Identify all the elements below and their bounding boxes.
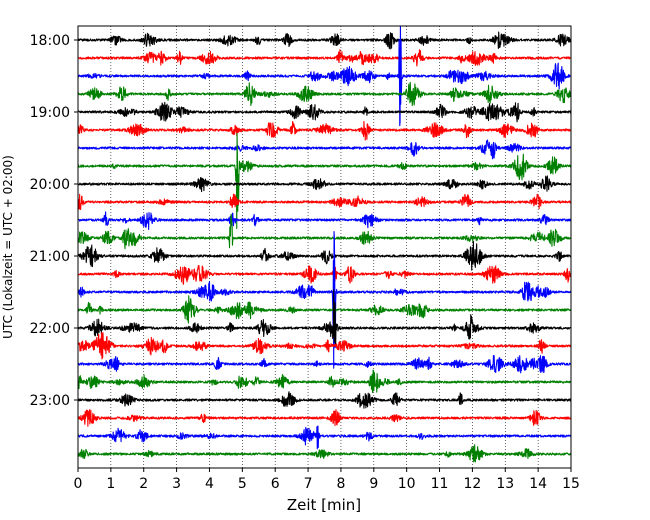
y-tick-label: 20:00 xyxy=(30,177,70,193)
y-axis-ticks: 18:00 19:00 20:00 21:00 22:00 23:00 xyxy=(30,33,78,409)
seismic-trace xyxy=(78,332,571,360)
x-tick-label: 4 xyxy=(205,476,214,492)
y-tick-label: 18:00 xyxy=(30,33,70,49)
seismic-trace xyxy=(78,230,571,369)
x-tick-label: 14 xyxy=(529,476,547,492)
seismic-trace xyxy=(78,193,571,211)
x-axis-label: Zeit [min] xyxy=(287,496,361,514)
x-tick-label: 1 xyxy=(106,476,115,492)
seismic-trace xyxy=(78,409,571,427)
x-tick-label: 5 xyxy=(238,476,247,492)
seismic-trace xyxy=(78,101,571,123)
y-tick-label: 22:00 xyxy=(30,321,70,337)
x-tick-label: 6 xyxy=(271,476,280,492)
seismic-trace xyxy=(78,26,571,127)
x-tick-label: 9 xyxy=(369,476,378,492)
seismic-trace xyxy=(78,240,571,271)
plot-frame xyxy=(77,25,572,469)
x-tick-label: 11 xyxy=(431,476,449,492)
x-tick-label: 0 xyxy=(74,476,83,492)
seismic-trace xyxy=(78,289,571,347)
x-tick-label: 10 xyxy=(398,476,416,492)
x-tick-label: 15 xyxy=(562,476,580,492)
x-axis-ticks: 0 1 2 3 4 5 6 7 8 9 10 11 12 13 14 15 xyxy=(74,468,580,492)
grid-lines xyxy=(110,26,539,468)
x-tick-label: 7 xyxy=(304,476,313,492)
seismic-trace xyxy=(78,211,571,231)
y-tick-label: 19:00 xyxy=(30,105,70,121)
y-tick-label: 21:00 xyxy=(30,249,70,265)
seismic-trace xyxy=(78,425,571,450)
seismic-trace xyxy=(78,31,571,50)
x-tick-label: 12 xyxy=(463,476,481,492)
seismic-trace xyxy=(78,139,571,160)
seismic-trace xyxy=(78,369,571,394)
seismic-trace xyxy=(78,264,571,285)
seismic-trace xyxy=(78,120,571,141)
x-tick-label: 8 xyxy=(336,476,345,492)
seismic-trace xyxy=(78,295,571,324)
x-tick-label: 13 xyxy=(496,476,514,492)
seismic-trace xyxy=(78,133,571,230)
x-tick-label: 2 xyxy=(139,476,148,492)
seismic-trace xyxy=(78,444,571,463)
y-tick-label: 23:00 xyxy=(30,393,70,409)
seismic-trace xyxy=(78,213,571,250)
seismic-trace xyxy=(78,355,571,374)
seismic-trace xyxy=(78,49,571,67)
seismic-trace xyxy=(78,175,571,193)
x-tick-label: 3 xyxy=(172,476,181,492)
seismic-trace xyxy=(78,81,571,107)
seismic-trace xyxy=(78,391,571,409)
seismic-traces xyxy=(78,26,571,463)
y-axis-label: UTC (Lokalzeit = UTC + 02:00) xyxy=(1,155,15,339)
